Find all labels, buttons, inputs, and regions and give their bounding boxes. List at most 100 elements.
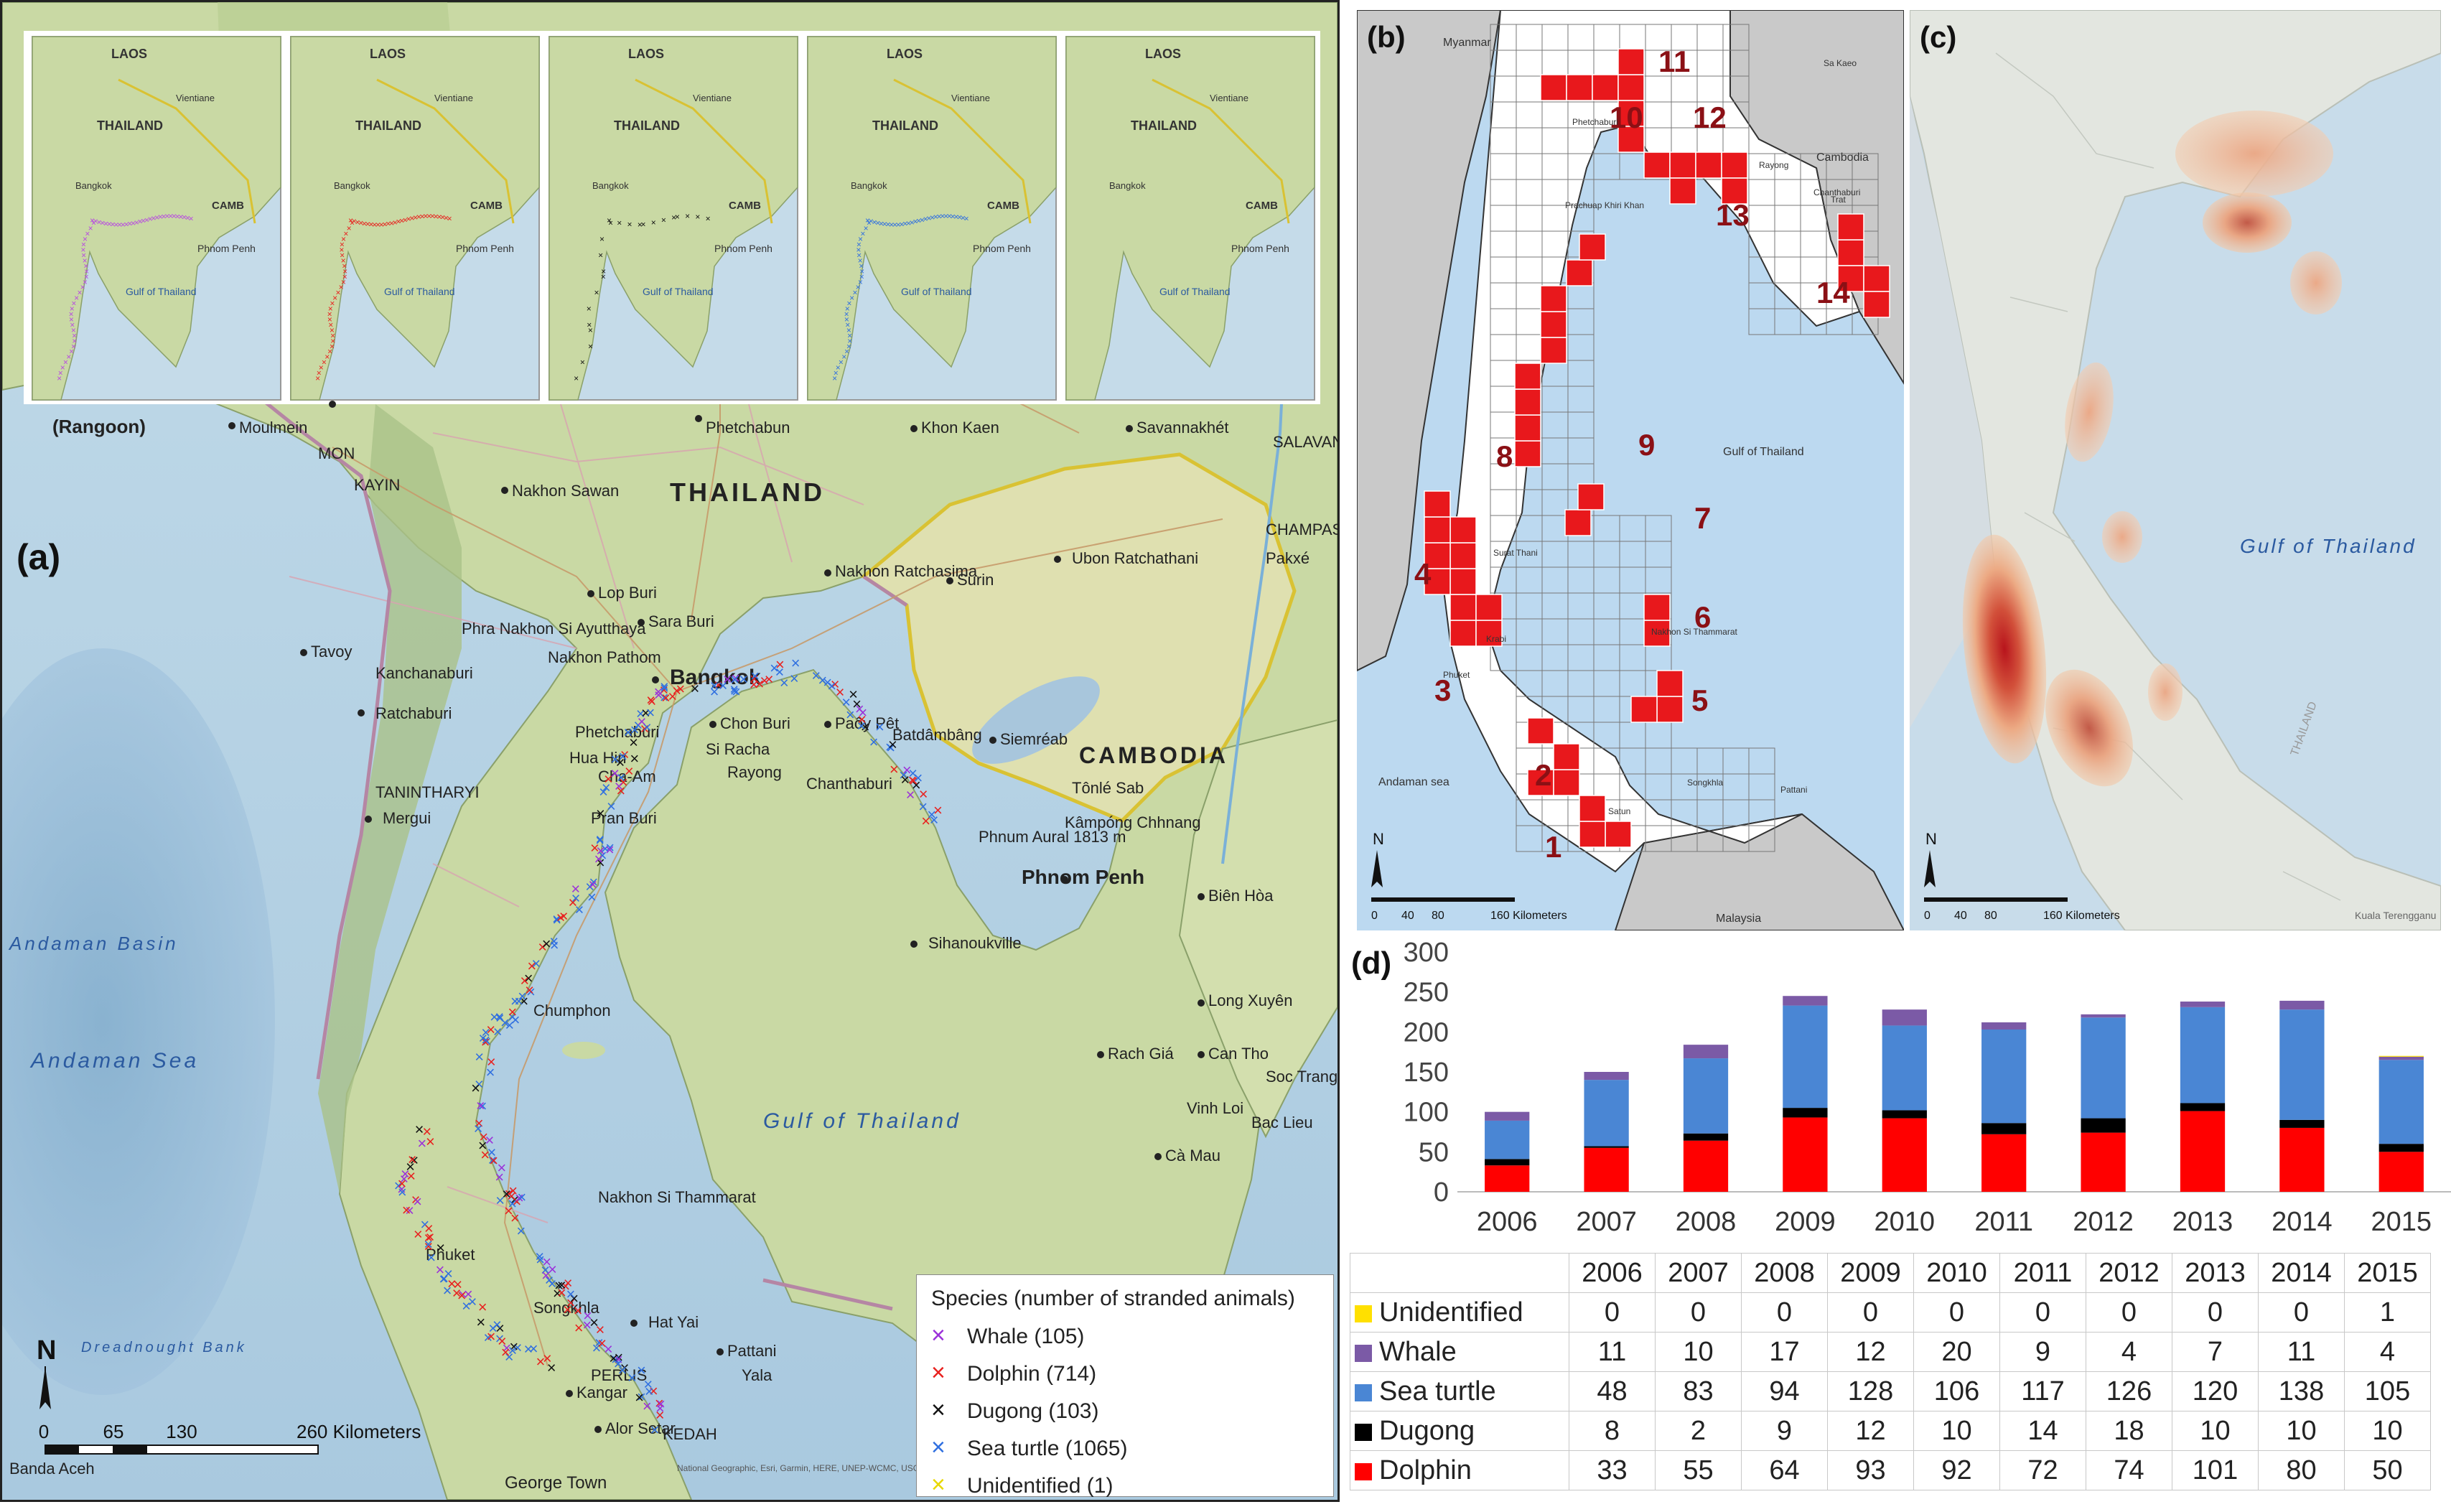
- stranding-point: ×: [478, 1298, 487, 1316]
- stranding-point: ×: [775, 663, 785, 681]
- inset-label: THAILAND: [1131, 118, 1197, 133]
- stranding-point: ×: [563, 1300, 572, 1318]
- x-tick-label: 2007: [1576, 1207, 1637, 1237]
- inset-point: ×: [172, 211, 177, 221]
- hotspot-cell: [1592, 74, 1619, 101]
- stranding-point: ×: [489, 1152, 498, 1170]
- stranding-point: ×: [413, 1193, 422, 1210]
- x-tick-label: 2012: [2073, 1207, 2134, 1237]
- stranding-point: ×: [629, 733, 638, 751]
- stranding-point: ×: [516, 1222, 526, 1240]
- thailand-land: [1442, 10, 1861, 873]
- stranding-point: ×: [398, 1183, 407, 1201]
- stranding-point: ×: [408, 1150, 417, 1168]
- bar-dolphin: [1981, 1134, 2027, 1192]
- place-label-gulf: Gulf of Thailand: [1723, 446, 1804, 458]
- place-label-nakhon-ratchasima: Nakhon Ratchasima: [835, 562, 978, 580]
- stranding-point: ×: [514, 992, 523, 1010]
- inset-point: ×: [896, 220, 901, 230]
- hotspot-cell: [1514, 414, 1541, 442]
- table-header-cell: 2008: [1741, 1253, 1828, 1293]
- stranding-point: ×: [637, 1361, 646, 1379]
- hotspot-cell: [1656, 670, 1684, 697]
- city-dot: [587, 590, 594, 597]
- stranding-point: ×: [405, 1202, 414, 1220]
- inset-point: ×: [420, 212, 425, 222]
- stranding-point: ×: [523, 1340, 533, 1358]
- stranding-point: ×: [921, 812, 930, 830]
- stranding-point: ×: [478, 1030, 487, 1047]
- stranding-point: ×: [595, 831, 604, 849]
- inset-point: ×: [858, 256, 863, 266]
- stranding-point: ×: [564, 1274, 573, 1292]
- bar-whale: [1783, 996, 1828, 1006]
- stranding-point: ×: [435, 1261, 444, 1279]
- inset-point: ×: [847, 336, 852, 346]
- inset-map-3: LAOS THAILAND Vientiane Bangkok Phnom Penh CA…: [548, 36, 798, 401]
- stranding-point: ×: [852, 695, 862, 713]
- inset-point: ×: [69, 309, 74, 319]
- place-label-ca-mau: Cà Mau: [1165, 1147, 1220, 1165]
- table-cell: 12: [1827, 1411, 1914, 1451]
- inset-point: ×: [355, 217, 360, 227]
- place-label-siemreab: Siemréab: [1000, 730, 1068, 748]
- inset-point: ×: [121, 220, 126, 230]
- inset-point: ×: [858, 234, 863, 244]
- inset-label: Vientiane: [176, 93, 215, 103]
- stranding-point: ×: [571, 880, 580, 898]
- stranding-point: ×: [497, 1159, 506, 1177]
- stranding-point: ×: [556, 909, 566, 927]
- inset-point: ×: [328, 319, 333, 330]
- hotspot-cell: [1475, 594, 1503, 621]
- stranding-point: ×: [590, 839, 599, 857]
- stranding-point: ×: [509, 1338, 518, 1355]
- stranding-point: ×: [909, 772, 918, 790]
- stranding-point: ×: [486, 1063, 495, 1081]
- inset-point: ×: [440, 213, 445, 223]
- inset-point: ×: [923, 214, 928, 224]
- place-label-prachuap: Prachuap Khiri Khan: [1565, 200, 1644, 210]
- table-cell: 128: [1827, 1371, 1914, 1411]
- stranding-point: ×: [505, 1017, 514, 1035]
- stranding-point: ×: [888, 736, 897, 754]
- inset-point: ×: [80, 245, 85, 255]
- hotspot-cell: [1669, 151, 1696, 179]
- stranding-point: ×: [755, 675, 765, 693]
- inset-point: ×: [382, 219, 387, 229]
- hotspot-cell: [1617, 100, 1645, 127]
- stranding-point: ×: [518, 987, 527, 1005]
- hotspot: [2175, 111, 2333, 197]
- stranding-point: ×: [583, 1307, 592, 1325]
- hotspot-cell: [1424, 516, 1451, 543]
- inset-point: ×: [317, 368, 322, 378]
- stranding-point: ×: [605, 839, 615, 857]
- city-dot: [501, 487, 508, 494]
- bar-whale: [1485, 1111, 1530, 1121]
- inset-point: ×: [587, 319, 592, 330]
- scale-bar: 0 65 130 260 Kilometers: [39, 1421, 421, 1455]
- stranding-point: ×: [399, 1170, 408, 1188]
- stranding-point: ×: [607, 798, 616, 816]
- inset-point: ×: [580, 358, 585, 368]
- stranding-point: ×: [495, 1009, 505, 1027]
- hotspot-number: 3: [1434, 673, 1451, 707]
- stranding-point: ×: [476, 1097, 485, 1115]
- hotspot-number: 6: [1694, 600, 1711, 634]
- inset-point: ×: [330, 330, 335, 340]
- stranding-point: ×: [730, 682, 739, 700]
- inset-point: ×: [933, 212, 938, 222]
- place-label-vinh-loi: Vinh Loi: [1187, 1099, 1243, 1117]
- inset-point: ×: [63, 358, 68, 368]
- stranding-point: ×: [538, 938, 547, 956]
- inset-point: ×: [608, 218, 613, 228]
- hotspot-number: 14: [1816, 276, 1850, 309]
- stranding-point: ×: [914, 769, 923, 787]
- data-table: 2006 2007 2008 2009 2010 2011 2012 2013 2014 2015…: [1350, 1253, 2431, 1490]
- stranding-point: ×: [398, 1175, 407, 1193]
- inset-point: ×: [178, 212, 183, 222]
- stranding-point: ×: [444, 1265, 453, 1283]
- hotspot-cell: [1695, 151, 1722, 179]
- inset-point: ×: [413, 213, 418, 223]
- inset-point: ×: [601, 271, 606, 281]
- inset-point: ×: [406, 214, 411, 224]
